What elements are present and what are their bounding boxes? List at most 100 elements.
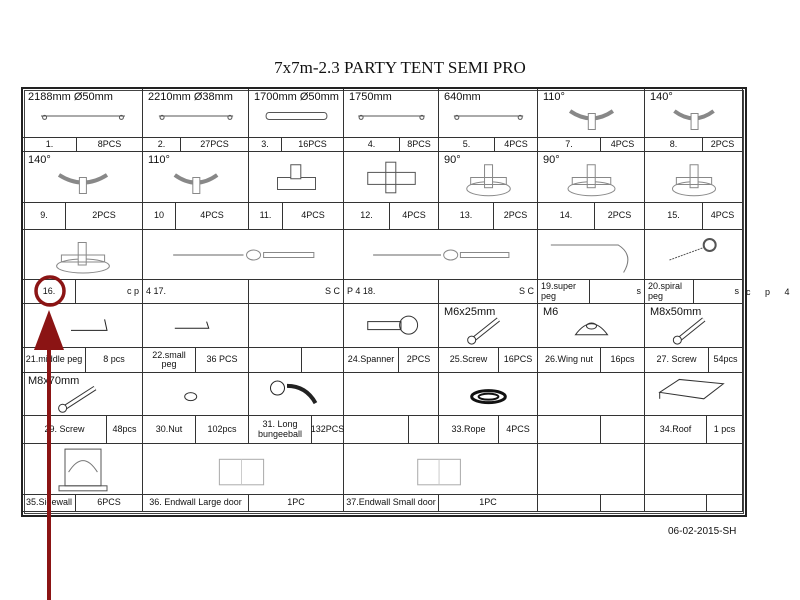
connector-icon <box>57 173 109 194</box>
part-dimension: M8x50mm <box>650 306 702 318</box>
arrow-head-icon <box>34 310 64 350</box>
part-image-cell: 140° <box>645 89 743 138</box>
part-quantity-label: 2PCS <box>494 203 538 230</box>
part-quantity-label: 54pcs <box>709 348 743 373</box>
part-dimension: 1700mm Ø50mm <box>254 91 339 103</box>
pole-icon <box>358 114 425 120</box>
part-number-label: 36. Endwall Large door <box>143 495 249 512</box>
part-number-label: 34.Roof <box>645 416 707 444</box>
part-number-label: 21.middle peg <box>23 348 86 373</box>
part-dimension: 90° <box>543 154 560 166</box>
connector-icon <box>568 109 615 130</box>
foot-plate-icon <box>567 164 616 197</box>
part-number-label <box>645 495 707 512</box>
part-image-cell <box>344 444 538 495</box>
part-quantity-label <box>409 416 439 444</box>
part-quantity-label: 2PCS <box>66 203 143 230</box>
part-image-cell: 640mm <box>439 89 538 138</box>
part-number-label: 31. Long bungeeball <box>249 416 312 444</box>
part-number-label: 30.Nut <box>143 416 196 444</box>
part-image-cell: M8x50mm <box>645 304 743 348</box>
pole-icon <box>158 114 234 120</box>
part-dimension: 90° <box>444 154 461 166</box>
roof-icon <box>658 378 725 400</box>
part-number-label <box>249 348 302 373</box>
part-dimension: 110° <box>543 91 565 103</box>
part-image-cell <box>23 304 143 348</box>
part-image-cell: M6 <box>538 304 645 348</box>
sidewall-icon <box>58 448 108 492</box>
part-dimension: M8x70mm <box>28 375 80 387</box>
cross-joint-icon <box>367 161 416 194</box>
part-image-cell: 2188mm Ø50mm <box>23 89 143 138</box>
part-image-cell: 110° <box>143 152 249 203</box>
rope-icon <box>470 389 507 405</box>
part-number-label: 4 17. <box>143 280 249 304</box>
part-dimension: 140° <box>650 91 673 103</box>
part-image-cell <box>249 304 344 348</box>
part-quantity-label: 4PCS <box>283 203 344 230</box>
part-image-cell: 2210mm Ø38mm <box>143 89 249 138</box>
part-quantity-label: 132PCS <box>311 416 344 444</box>
part-image-cell <box>344 230 538 280</box>
pole-icon <box>453 114 524 120</box>
part-number-label: 29. Screw <box>23 416 107 444</box>
pole-icon <box>41 114 125 120</box>
part-image-cell <box>645 444 743 495</box>
part-quantity-label: 102pcs <box>196 416 249 444</box>
part-quantity-label: 36 PCS <box>196 348 249 373</box>
part-image-cell: 90° <box>538 152 645 203</box>
endwall-icon <box>218 458 265 486</box>
part-quantity-label: S C <box>439 280 538 304</box>
part-number-label: 15. <box>645 203 703 230</box>
tension-cable-icon <box>373 249 510 261</box>
part-image-cell <box>538 444 645 495</box>
part-number-label: 20.spiral peg <box>645 280 694 304</box>
part-image-cell <box>143 230 344 280</box>
part-image-cell <box>538 230 645 280</box>
part-number-label <box>538 416 601 444</box>
part-quantity-label <box>601 495 645 512</box>
part-quantity-label: 27PCS <box>181 138 249 152</box>
part-image-cell: 1750mm <box>344 89 439 138</box>
part-image-cell: 90° <box>439 152 538 203</box>
tube-icon <box>265 112 328 121</box>
part-number-label: 5. <box>439 138 495 152</box>
part-quantity-label: 4PCS <box>390 203 439 230</box>
part-number-label: 14. <box>538 203 595 230</box>
part-dimension: 2210mm Ø38mm <box>148 91 233 103</box>
part-number-label: 1. <box>23 138 77 152</box>
part-number-label: 19.super peg <box>538 280 590 304</box>
part-number-label <box>538 495 601 512</box>
part-image-cell: 110° <box>538 89 645 138</box>
part-quantity-label: 2PCS <box>399 348 439 373</box>
part-quantity-label: s <box>590 280 645 304</box>
part-number-label: 11. <box>249 203 283 230</box>
part-number-label: 2. <box>143 138 181 152</box>
foot-plate-icon <box>466 164 511 197</box>
part-quantity-label <box>302 348 344 373</box>
tension-cable-icon <box>173 249 315 261</box>
part-number-label: 24.Spanner <box>344 348 399 373</box>
part-number-label: 27. Screw <box>645 348 709 373</box>
part-quantity-label: 4PCS <box>499 416 538 444</box>
part-image-cell <box>143 304 249 348</box>
part-image-cell <box>344 304 439 348</box>
part-number-label: P 4 18. <box>344 280 439 304</box>
part-number-label: 9. <box>23 203 66 230</box>
part-image-cell: 1700mm Ø50mm <box>249 89 344 138</box>
part-number-label: 22.small peg <box>143 348 196 373</box>
part-image-cell <box>645 373 743 416</box>
part-quantity-label: 8PCS <box>77 138 143 152</box>
part-quantity-label: 4PCS <box>601 138 645 152</box>
connector-icon <box>673 109 715 130</box>
foot-plate-icon <box>56 242 110 274</box>
spiral-peg-icon <box>669 238 717 261</box>
part-quantity-label <box>601 416 645 444</box>
part-dimension: 2188mm Ø50mm <box>28 91 113 103</box>
part-number-label: 37.Endwall Small door <box>344 495 439 512</box>
document-code: 06-02-2015-SH <box>668 526 737 537</box>
part-quantity-label: 8PCS <box>400 138 439 152</box>
screw-icon <box>58 385 97 413</box>
